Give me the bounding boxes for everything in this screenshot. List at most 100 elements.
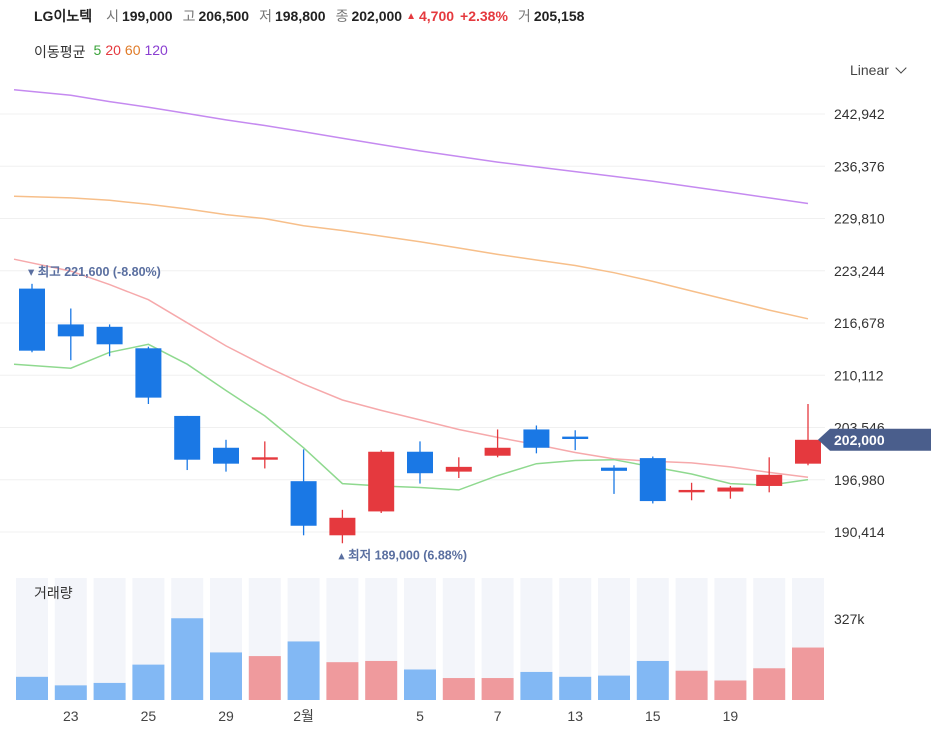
candle-body	[251, 457, 278, 460]
candle	[639, 456, 666, 504]
candle	[19, 283, 45, 353]
price-tick-label: 242,942	[834, 106, 885, 122]
ma-120-label[interactable]: 120	[144, 42, 168, 58]
volume-bar	[54, 685, 87, 700]
volume-bg-column	[54, 578, 87, 700]
candle-body	[639, 458, 666, 502]
volume-bar	[714, 680, 747, 700]
candle	[445, 457, 472, 478]
candle-body	[407, 451, 433, 474]
up-triangle-icon: ▲	[406, 10, 416, 22]
candle-body	[135, 348, 162, 398]
candle-body	[329, 517, 356, 536]
x-tick-label: 5	[416, 708, 424, 724]
candle-body	[717, 487, 744, 492]
candle-body	[19, 288, 45, 351]
volume-bg-column	[714, 578, 747, 700]
ma-5-label[interactable]: 5	[93, 42, 102, 58]
candle	[329, 509, 356, 544]
volume-axis-label: 327k	[834, 611, 865, 627]
candle-body	[795, 439, 821, 464]
volume-bg-column	[93, 578, 126, 700]
open-label: 시	[106, 8, 119, 24]
candle	[678, 482, 705, 501]
ma20-line	[13, 258, 809, 478]
volume-bar	[404, 669, 436, 700]
volume-bar	[93, 682, 126, 700]
volume-bar	[520, 671, 553, 700]
volume-bar	[442, 678, 475, 700]
volume-bar	[132, 664, 165, 700]
volume-bar	[326, 662, 359, 700]
candle-body	[290, 481, 317, 526]
candle	[562, 430, 589, 451]
candle	[96, 324, 123, 357]
x-tick-label: 15	[645, 708, 661, 724]
candle-body	[213, 447, 239, 464]
candle-body	[445, 466, 472, 472]
candle-body	[678, 489, 705, 493]
high-value: 206,500	[198, 8, 250, 24]
moving-average-legend: 이동평균 5 20 60 120	[34, 42, 168, 62]
price-tick-label: 229,810	[834, 211, 885, 227]
x-tick-label: 13	[567, 708, 583, 724]
ma-60-label[interactable]: 60	[124, 42, 141, 58]
current-price-tag	[818, 428, 931, 451]
price-tick-label: 236,376	[834, 158, 885, 174]
volume-label: 거	[517, 8, 531, 24]
current-price-label: 202,000	[834, 432, 885, 448]
candle	[368, 450, 395, 514]
x-tick-label: 23	[63, 708, 79, 724]
volume-bar	[248, 656, 281, 700]
candle	[756, 457, 783, 493]
open-value: 199,000	[121, 8, 173, 24]
volume-bar	[210, 652, 242, 700]
volume-bar	[636, 660, 669, 700]
scale-dropdown[interactable]: Linear	[850, 61, 907, 78]
price-tick-label: 216,678	[834, 315, 885, 331]
high-label: 고	[182, 8, 196, 24]
low-price-marker: ▴ 최저 189,000 (6.88%)	[338, 547, 467, 562]
stock-name: LG이노텍	[34, 8, 93, 24]
volume-bar	[792, 647, 824, 700]
candle	[174, 415, 201, 471]
candle-body	[523, 429, 550, 448]
moving-average-title: 이동평균	[34, 44, 86, 60]
candle-body	[368, 451, 395, 512]
x-tick-label: 7	[494, 708, 502, 724]
candle	[251, 441, 278, 469]
candle	[135, 346, 162, 404]
candle-body	[174, 415, 201, 460]
price-tick-label: 196,980	[834, 472, 885, 488]
candle-body	[601, 467, 627, 471]
price-summary-header: LG이노텍 시 199,000 고 206,500 저 198,800 종 20…	[34, 5, 594, 27]
high-price-marker: ▾ 최고 221,600 (-8.80%)	[28, 264, 161, 279]
volume-title: 거래량	[34, 585, 73, 601]
volume-bar	[598, 675, 630, 700]
candle	[601, 465, 627, 494]
volume-bar	[753, 668, 786, 700]
x-tick-label: 2월	[293, 708, 314, 724]
candle-body	[57, 324, 84, 337]
candle	[213, 439, 239, 472]
candle	[523, 425, 550, 454]
volume-value: 205,158	[533, 8, 585, 24]
change-value: 4,700	[419, 8, 455, 24]
ma-20-label[interactable]: 20	[105, 42, 121, 58]
candle-body	[484, 447, 511, 456]
candle	[57, 308, 84, 361]
change-percent: +2.38%	[460, 8, 508, 24]
candle	[717, 485, 744, 499]
volume-bar	[287, 641, 320, 700]
x-tick-label: 19	[723, 708, 739, 724]
price-tick-label: 223,244	[834, 263, 885, 279]
ma120-line	[13, 88, 809, 205]
volume-bar	[675, 670, 708, 700]
price-tick-label: 210,112	[834, 367, 884, 383]
candle-body	[96, 326, 123, 345]
volume-bar	[559, 676, 592, 700]
volume-bar	[16, 676, 48, 700]
price-tick-label: 190,414	[834, 524, 885, 540]
candle	[407, 441, 433, 484]
